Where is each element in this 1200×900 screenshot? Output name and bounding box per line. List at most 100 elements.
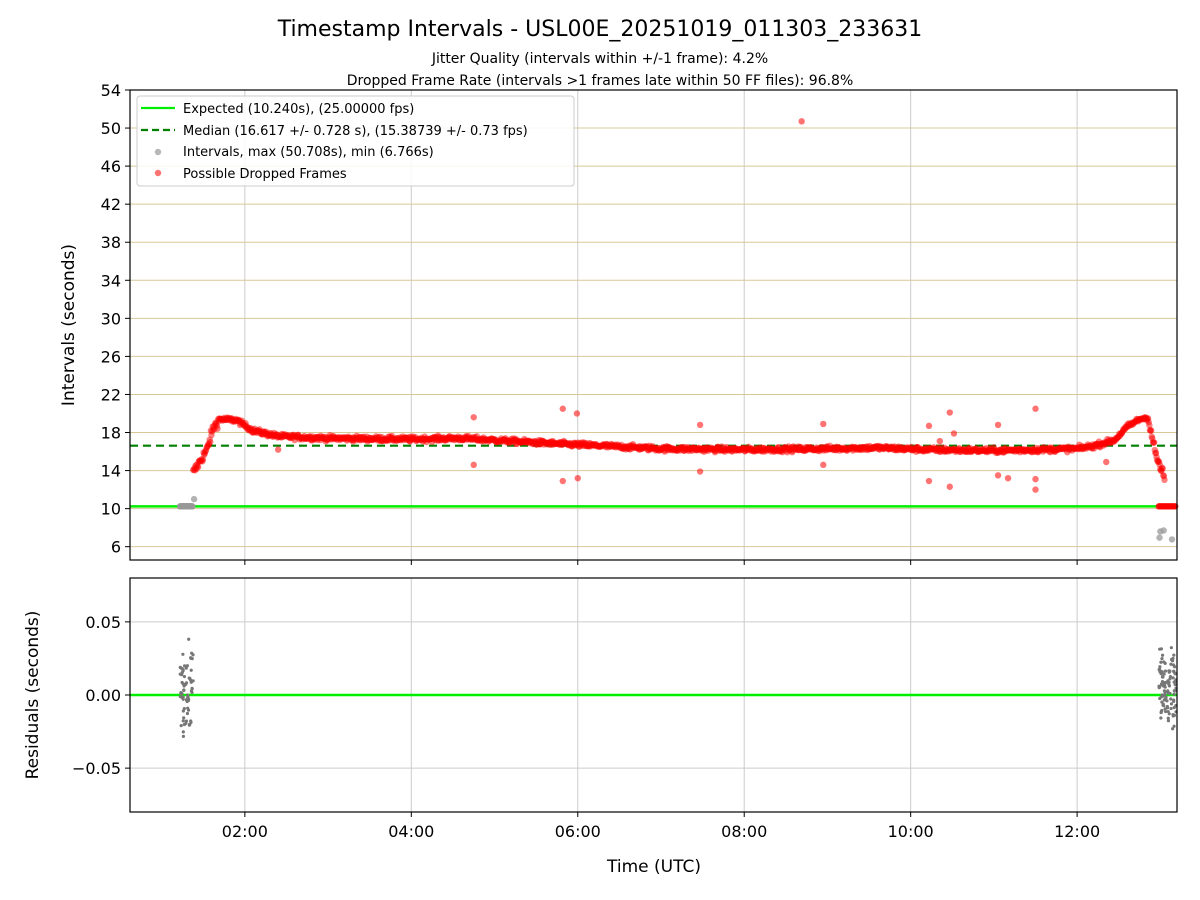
residual-point bbox=[181, 695, 185, 699]
dropped-frame-outlier bbox=[559, 405, 566, 412]
interval-point bbox=[190, 495, 198, 503]
dropped-frame-outlier bbox=[1032, 405, 1039, 412]
intervals-ytick-label: 46 bbox=[101, 157, 121, 176]
residual-point bbox=[185, 711, 190, 716]
dropped-frame-outlier bbox=[1004, 474, 1012, 482]
dropped-frame-outlier bbox=[925, 422, 933, 430]
dropped-frame-outlier bbox=[696, 421, 704, 429]
dropped-frame-outlier bbox=[696, 468, 704, 475]
residual-point bbox=[1168, 677, 1172, 681]
residual-point bbox=[186, 696, 190, 700]
residuals-ytick-label: 0.00 bbox=[85, 686, 121, 705]
residual-point bbox=[1159, 647, 1163, 651]
residual-point bbox=[181, 682, 185, 686]
dropped-frame-outlier bbox=[936, 437, 944, 445]
dropped-frame-outlier bbox=[470, 461, 477, 469]
x-tick-label: 02:00 bbox=[222, 822, 268, 841]
dropped-frame-outlier bbox=[574, 474, 581, 482]
legend-dropped-label: Possible Dropped Frames bbox=[183, 167, 347, 182]
dropped-frame-point bbox=[1147, 427, 1155, 434]
dropped-frame-outlier bbox=[820, 461, 827, 469]
residual-point bbox=[180, 673, 184, 677]
residual-point bbox=[1160, 680, 1165, 684]
intervals-ytick-label: 26 bbox=[101, 347, 121, 366]
residual-point bbox=[1160, 700, 1164, 704]
intervals-plot-frame bbox=[129, 89, 1178, 561]
residual-point bbox=[1164, 695, 1168, 699]
residual-point bbox=[1173, 679, 1178, 684]
dropped-frame-outlier bbox=[820, 420, 827, 428]
intervals-panel: 6 10 14 18 22 26 30 34 38 42 46 50 54 Intervals (sec… bbox=[59, 81, 1179, 565]
residuals-panel: −0.05 0.00 0.05 02:00 04:00 06:00 08:00 10:00 1… bbox=[23, 577, 1178, 877]
dropped-frame-point bbox=[1146, 421, 1153, 429]
residual-point bbox=[189, 720, 193, 724]
residual-point bbox=[1171, 727, 1175, 731]
intervals-x-ticks bbox=[244, 560, 1078, 565]
residual-point bbox=[1166, 690, 1170, 694]
residual-point bbox=[1162, 683, 1166, 687]
residual-point bbox=[179, 691, 183, 695]
dropped-frame-outlier bbox=[1032, 475, 1039, 483]
residual-point bbox=[182, 707, 186, 711]
interval-point bbox=[1168, 536, 1176, 543]
x-tick-label: 08:00 bbox=[721, 822, 767, 841]
residuals-x-ticks: 02:00 04:00 06:00 08:00 10:00 12:00 bbox=[222, 812, 1100, 841]
residual-point bbox=[1162, 689, 1166, 693]
residual-point bbox=[1172, 653, 1176, 657]
legend-median-label: Median (16.617 +/- 0.728 s), (15.38739 +… bbox=[183, 124, 528, 139]
dropped-frame-point bbox=[1150, 439, 1158, 446]
intervals-ytick-label: 18 bbox=[101, 424, 121, 443]
residual-point bbox=[1159, 716, 1163, 720]
dropped-frame-outlier bbox=[573, 410, 581, 417]
x-tick-label: 10:00 bbox=[888, 822, 934, 841]
residual-point bbox=[1167, 712, 1171, 716]
dropped-frame-point bbox=[194, 464, 202, 471]
dropped-frame-outlier bbox=[950, 430, 958, 437]
residual-point bbox=[182, 674, 187, 679]
intervals-ytick-label: 22 bbox=[101, 385, 121, 404]
dropped-frame-outlier bbox=[946, 409, 953, 416]
dropped-frame-outlier bbox=[470, 414, 477, 421]
residual-point bbox=[1172, 689, 1176, 693]
residual-point bbox=[1171, 676, 1175, 680]
intervals-ytick-label: 14 bbox=[101, 462, 121, 481]
residual-point bbox=[1165, 699, 1169, 703]
residual-point bbox=[1169, 662, 1173, 666]
residual-point bbox=[1162, 698, 1166, 702]
residual-point bbox=[1158, 665, 1162, 669]
dropped-frame-outlier bbox=[925, 477, 933, 485]
dropped-frame-outlier bbox=[994, 472, 1002, 479]
intervals-points bbox=[176, 118, 1179, 543]
residual-point bbox=[1172, 699, 1176, 703]
dropped-frame-point bbox=[199, 456, 207, 463]
x-tick-label: 12:00 bbox=[1054, 822, 1100, 841]
intervals-ytick-label: 30 bbox=[101, 309, 121, 328]
dropped-frame-outlier bbox=[274, 446, 282, 453]
residual-point bbox=[187, 676, 191, 680]
residual-point bbox=[1169, 697, 1173, 701]
residual-point bbox=[1166, 716, 1170, 720]
residual-point bbox=[1163, 669, 1168, 673]
residual-point bbox=[1169, 706, 1173, 711]
residual-point bbox=[1157, 684, 1161, 688]
residual-point bbox=[189, 680, 193, 684]
intervals-ytick-label: 54 bbox=[101, 81, 121, 100]
intervals-y-ticks: 6 10 14 18 22 26 30 34 38 42 46 50 54 bbox=[101, 81, 130, 557]
residual-point bbox=[1168, 691, 1172, 696]
residual-point bbox=[190, 651, 194, 655]
dropped-frame-outlier bbox=[1032, 486, 1039, 493]
residual-point bbox=[1166, 719, 1171, 723]
interval-point bbox=[1156, 534, 1163, 541]
interval-point bbox=[1160, 527, 1167, 534]
dropped-frame-outlier bbox=[1103, 458, 1110, 466]
residual-point bbox=[1169, 702, 1174, 706]
chart-subtitle-jitter: Jitter Quality (intervals within +/-1 fr… bbox=[431, 51, 768, 67]
dropped-frame-outlier bbox=[798, 118, 805, 125]
intervals-ytick-label: 10 bbox=[101, 500, 121, 519]
residual-point bbox=[1167, 670, 1171, 674]
residual-point bbox=[181, 730, 185, 734]
residual-point bbox=[1160, 657, 1164, 661]
residual-point bbox=[1161, 703, 1165, 707]
dropped-frame-point bbox=[207, 438, 214, 446]
